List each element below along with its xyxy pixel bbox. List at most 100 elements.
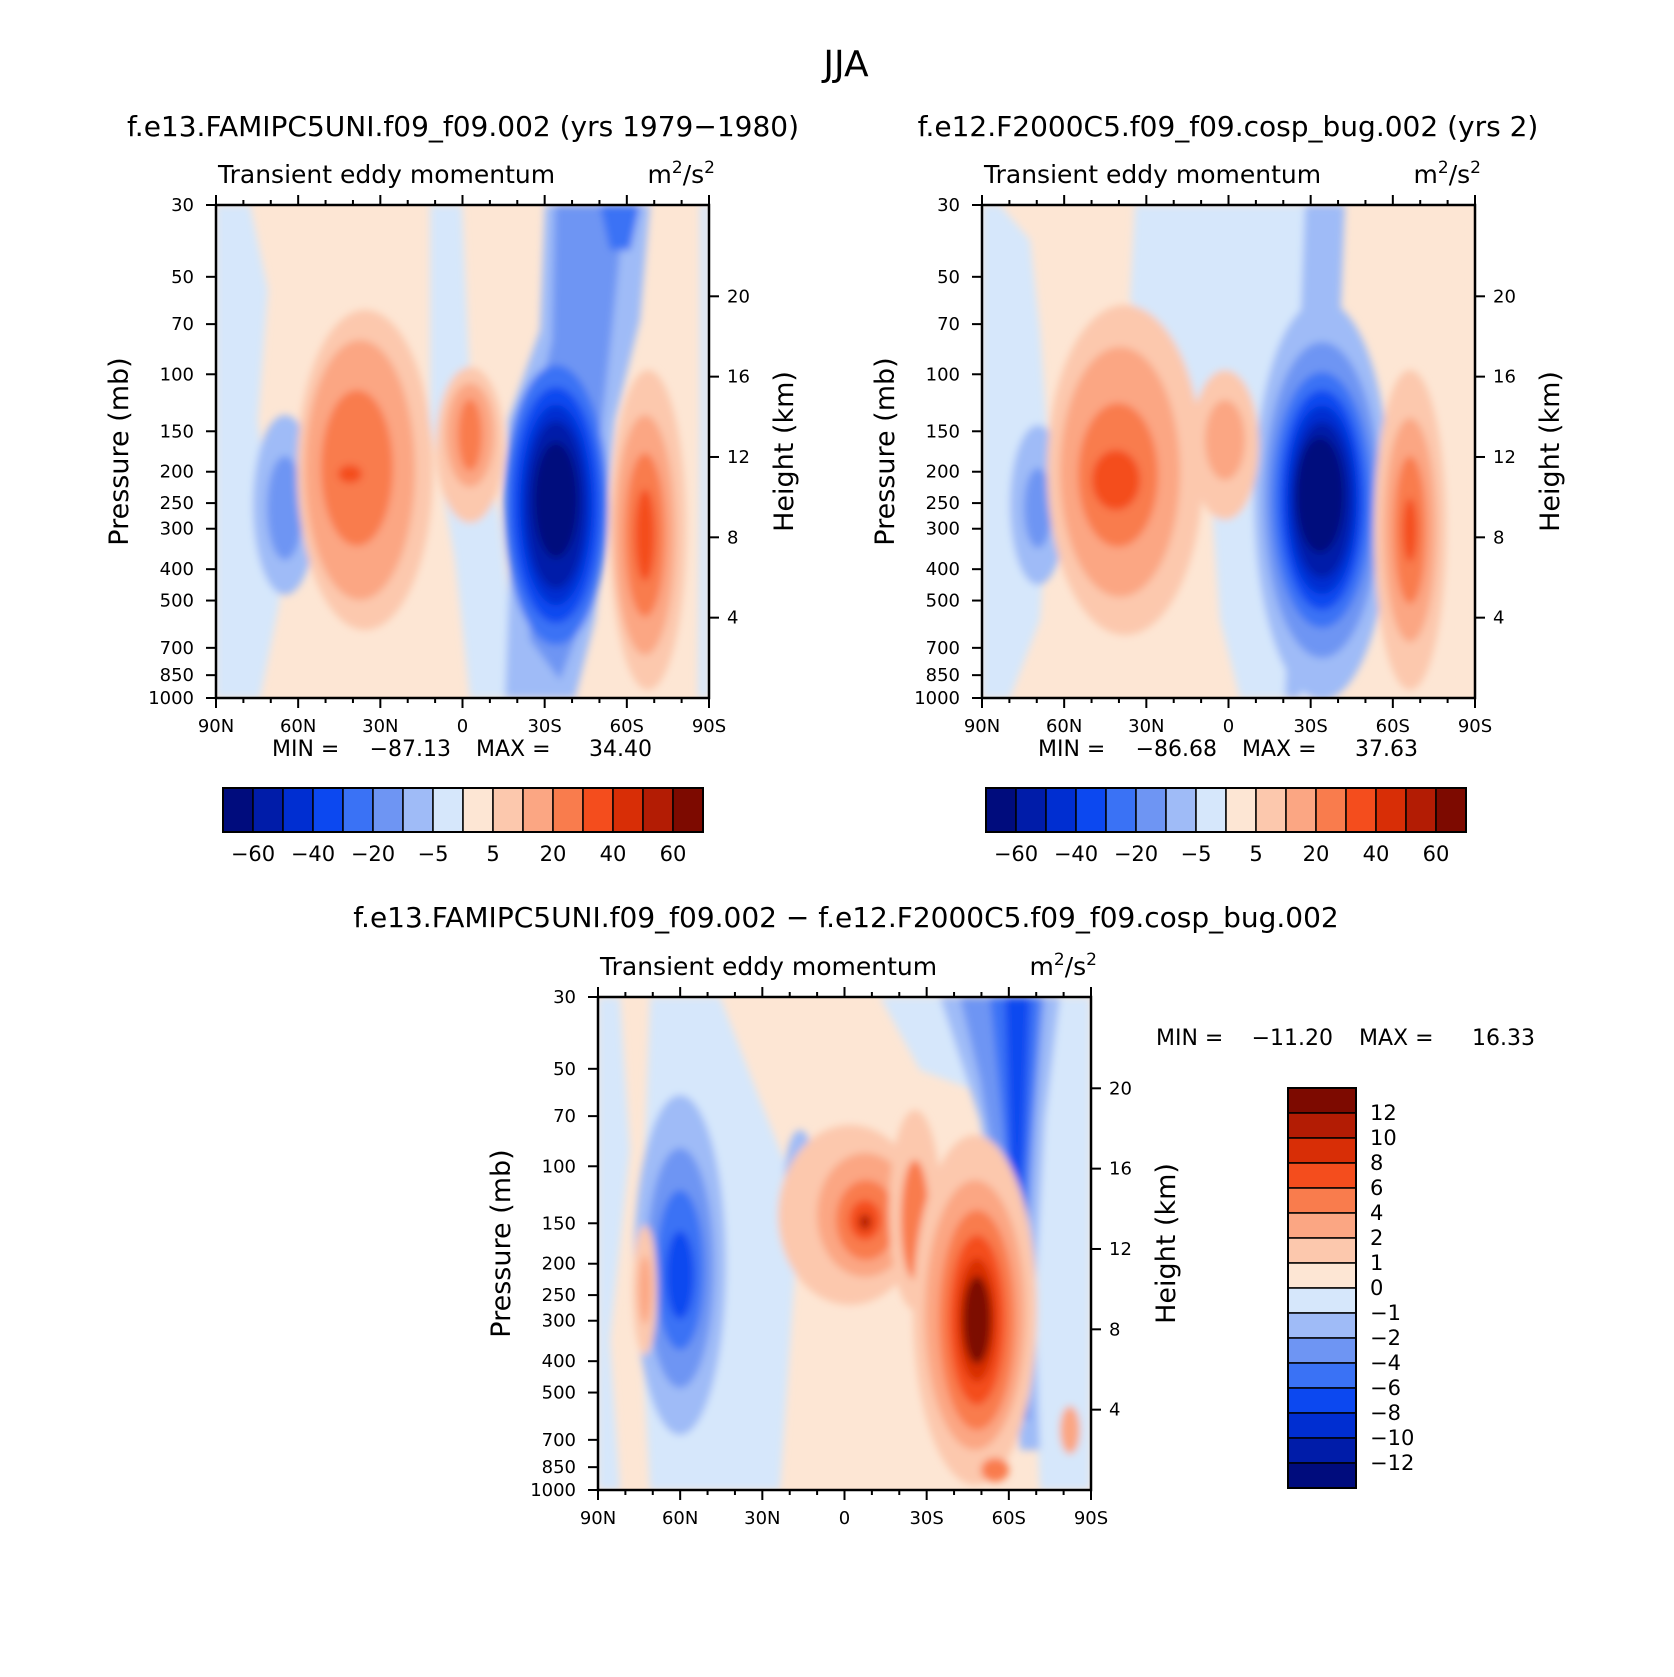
difference-colorbar-label: −12 <box>1370 1451 1414 1475</box>
case-x-tick-label: 60S <box>610 716 644 737</box>
case-units-exp2: 2 <box>704 158 715 178</box>
case-y2-tick-label: 16 <box>727 367 750 388</box>
difference-colorbar-label: 6 <box>1370 1176 1383 1200</box>
case-units-base: m <box>648 160 672 189</box>
case-x-tick-label: 60N <box>280 716 316 737</box>
case-colorbar-frame <box>222 787 704 833</box>
case-y-tick-label: 1000 <box>148 688 194 709</box>
difference-colorbar-swatch <box>1287 1387 1357 1414</box>
difference-colorbar-swatch <box>1287 1187 1357 1214</box>
case-y-axis-title: Pressure (mb) <box>104 357 135 545</box>
control-colorbar-swatch <box>1135 787 1167 833</box>
control-colorbar-frame <box>985 787 1467 833</box>
difference-y-tick-label: 250 <box>542 1285 576 1306</box>
control-x-tick-label: 0 <box>1223 716 1234 737</box>
difference-x-tick-label: 0 <box>839 1508 850 1529</box>
control-colorbar-label: −5 <box>1181 842 1212 866</box>
difference-colorbar-swatch <box>1287 1412 1357 1439</box>
case-x-tick-label: 30S <box>527 716 561 737</box>
case-colorbar-swatch <box>492 787 524 833</box>
case-y-tick-label: 30 <box>171 195 194 216</box>
control-x-tick-label: 60S <box>1376 716 1410 737</box>
control-colorbar-swatch <box>1225 787 1257 833</box>
control-colorbar-swatch <box>1045 787 1077 833</box>
control-colorbar-label: −40 <box>1054 842 1098 866</box>
control-max-label: MAX = <box>1242 737 1317 762</box>
control-y-tick-label: 200 <box>926 462 960 483</box>
case-colorbar-label: −40 <box>291 842 335 866</box>
difference-y-tick-label: 300 <box>542 1311 576 1332</box>
control-units-sep: /s <box>1449 160 1470 189</box>
case-x-tick-label: 90N <box>198 716 234 737</box>
difference-panel <box>598 997 1091 1490</box>
control-units-exp2: 2 <box>1470 158 1481 178</box>
difference-colorbar-swatch <box>1287 1087 1357 1114</box>
difference-y2-tick-label: 20 <box>1109 1078 1132 1099</box>
case-y-tick-label: 200 <box>160 462 194 483</box>
case-colorbar-swatch <box>582 787 614 833</box>
difference-colorbar-label: 12 <box>1370 1101 1397 1125</box>
difference-x-tick-label: 90S <box>1074 1508 1108 1529</box>
difference-colorbar-label: −2 <box>1370 1326 1401 1350</box>
difference-colorbar-swatch <box>1287 1362 1357 1389</box>
case-axes: 90N 60N 30N 0 30S 60S 90S 30 50 70 100 150 200 250 300… <box>104 158 800 762</box>
difference-x-tick-label: 60N <box>662 1508 698 1529</box>
difference-colorbar-label: 4 <box>1370 1201 1383 1225</box>
difference-y-tick-label: 100 <box>542 1156 576 1177</box>
difference-colorbar-label: 1 <box>1370 1251 1383 1275</box>
control-x-tick-label: 90N <box>964 716 1000 737</box>
difference-y-tick-label: 400 <box>542 1351 576 1372</box>
case-plot-title: Transient eddy momentum <box>217 160 555 189</box>
case-colorbar-swatch <box>612 787 644 833</box>
control-y-tick-label: 300 <box>926 519 960 540</box>
control-colorbar-label: 20 <box>1303 842 1330 866</box>
control-y-tick-label: 400 <box>926 559 960 580</box>
difference-units-base: m <box>1030 952 1054 981</box>
difference-y2-tick-label: 4 <box>1109 1400 1120 1421</box>
difference-colorbar-swatch <box>1287 1437 1357 1464</box>
case-y-tick-label: 700 <box>160 638 194 659</box>
control-colorbar-swatch <box>985 787 1017 833</box>
control-panel <box>982 205 1475 698</box>
case-y-tick-label: 70 <box>171 314 194 335</box>
control-y2-tick-label: 8 <box>1493 527 1504 548</box>
difference-colorbar-swatch <box>1287 1162 1357 1189</box>
case-units-sep: /s <box>683 160 704 189</box>
case-y2-tick-label: 8 <box>727 527 738 548</box>
control-x-tick-label: 90S <box>1458 716 1492 737</box>
control-colorbar-label: 5 <box>1249 842 1262 866</box>
control-min-label: MIN = <box>1038 737 1105 762</box>
case-y2-axis-title: Height (km) <box>769 371 800 532</box>
case-y-tick-label: 500 <box>160 591 194 612</box>
case-x-tick-label: 0 <box>457 716 468 737</box>
difference-y-tick-label: 1000 <box>530 1480 576 1501</box>
control-run-title: f.e12.F2000C5.f09_f09.cosp_bug.002 (yrs … <box>918 110 1539 143</box>
control-y-tick-label: 500 <box>926 591 960 612</box>
difference-units-exp2: 2 <box>1086 950 1097 970</box>
control-colorbar: −60 −40 −20 −5 5 20 40 60 <box>985 787 1467 866</box>
difference-units: m2/s2 <box>1030 950 1097 981</box>
case-min-value: −87.13 <box>370 737 451 762</box>
control-colorbar-swatch <box>1015 787 1047 833</box>
difference-colorbar-swatch <box>1287 1337 1357 1364</box>
control-colorbar-swatch <box>1375 787 1407 833</box>
difference-colorbar-swatch <box>1287 1287 1357 1314</box>
case-y-tick-label: 300 <box>160 519 194 540</box>
control-y2-tick-label: 4 <box>1493 608 1504 629</box>
difference-title: f.e13.FAMIPC5UNI.f09_f09.002 − f.e12.F20… <box>353 901 1339 934</box>
case-y2-tick-label: 4 <box>727 608 738 629</box>
control-y2-axis-title: Height (km) <box>1535 371 1566 532</box>
difference-y2-tick-label: 12 <box>1109 1239 1132 1260</box>
control-plot-title: Transient eddy momentum <box>983 160 1321 189</box>
difference-units-exp1: 2 <box>1054 950 1065 970</box>
control-colorbar-label: 60 <box>1423 842 1450 866</box>
control-y2-tick-label: 16 <box>1493 367 1516 388</box>
control-units: m2/s2 <box>1414 158 1481 189</box>
control-y-tick-label: 700 <box>926 638 960 659</box>
difference-colorbar-swatch <box>1287 1137 1357 1164</box>
case-y-tick-label: 100 <box>160 364 194 385</box>
difference-axes: 90N 60N 30N 0 30S 60S 90S305070100150200250300… <box>486 950 1535 1529</box>
difference-y2-tick-label: 8 <box>1109 1319 1120 1340</box>
figure-title: JJA <box>821 44 869 85</box>
control-y2-tick-label: 20 <box>1493 286 1516 307</box>
